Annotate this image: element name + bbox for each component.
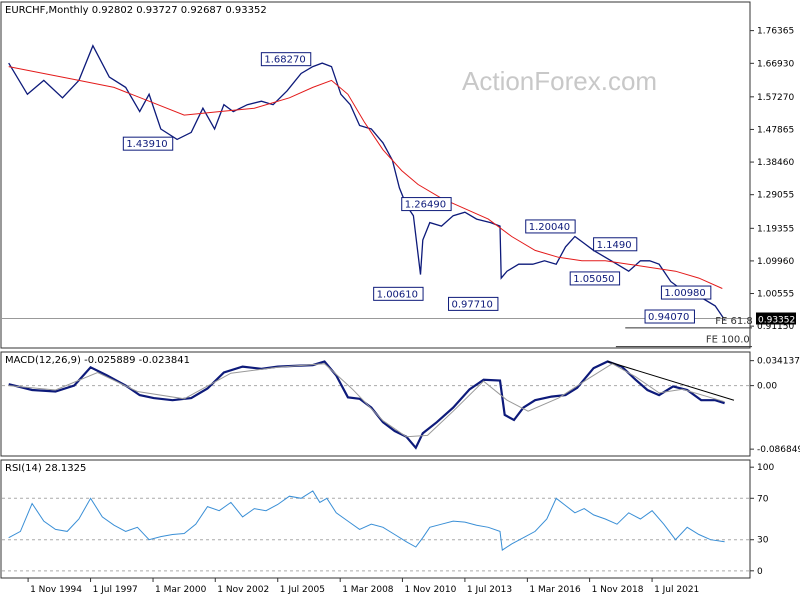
price-annotation: 1.68270 <box>264 55 305 66</box>
y-tick-label: 1.47865 <box>757 125 794 135</box>
x-tick-label: 1 Nov 1994 <box>30 585 82 595</box>
price-annotation-box <box>660 285 712 300</box>
price-panel-title: EURCHF,Monthly 0.92802 0.93727 0.92687 0… <box>5 5 267 16</box>
price-plot: 1.76365 1.66930 1.57270 1.47865 1.38460 1.290… <box>2 27 796 348</box>
price-annotation: 1.26490 <box>405 200 446 211</box>
price-annotation-box <box>122 136 174 151</box>
macd-panel-title: MACD(12,26,9) -0.025889 -0.023841 <box>5 355 190 366</box>
y-tick-label: 1.57270 <box>757 93 794 103</box>
macd-plot: 0.034137 0.00 -0.086849 <box>2 357 800 455</box>
price-annotation: 1.43910 <box>126 139 167 150</box>
price-annotation-box <box>401 197 452 212</box>
x-tick-label: 1 Jul 2021 <box>654 585 699 595</box>
x-tick-label: 1 Mar 2008 <box>342 585 394 595</box>
macd-panel[interactable] <box>0 351 751 457</box>
y-tick-label: 30 <box>757 536 769 546</box>
y-tick-label: 1.00555 <box>757 290 794 300</box>
series-line <box>8 490 725 551</box>
y-tick-label: -0.086849 <box>757 445 800 455</box>
y-tick-label: 1.76365 <box>757 27 794 37</box>
price-annotation-box <box>525 219 576 234</box>
rsi-plot: 100 70 30 0 <box>2 463 774 577</box>
series-line <box>8 363 725 438</box>
price-annotation-box <box>448 296 499 311</box>
price-annotation-box <box>260 52 312 67</box>
y-tick-label: 1.19355 <box>757 224 794 234</box>
price-annotation-box <box>593 237 638 252</box>
last-price-tag <box>756 312 796 325</box>
price-annotation: 1.20040 <box>529 222 570 233</box>
y-tick-label: 1.38460 <box>757 158 794 168</box>
rsi-panel-title: RSI(14) 28.1325 <box>5 463 86 474</box>
x-tick-label: 1 Mar 2016 <box>529 585 581 595</box>
y-tick-label: 1.29055 <box>757 191 794 201</box>
price-annotation: 1.00610 <box>377 289 418 300</box>
x-tick-label: 1 Nov 2010 <box>404 585 456 595</box>
price-annotation: 1.00980 <box>664 288 705 299</box>
price-annotation-box <box>373 286 424 301</box>
fe-level-label: FE 100.0 <box>706 335 750 346</box>
trendline <box>607 361 735 401</box>
y-tick-label: 0.91150 <box>757 322 794 332</box>
x-tick-label: 1 Mar 2000 <box>155 585 207 595</box>
fe-level-label: FE 61.8 <box>715 316 753 327</box>
price-annotation: 1.05050 <box>573 274 614 285</box>
x-tick-label: 1 Jul 1997 <box>93 585 138 595</box>
x-tick-label: 1 Jul 2005 <box>280 585 325 595</box>
price-annotation-box <box>644 309 695 324</box>
x-axis: 1 Nov 1994 1 Jul 1997 1 Mar 2000 1 Nov 2002… <box>27 578 699 595</box>
x-tick-label: 1 Nov 2002 <box>217 585 269 595</box>
last-price-label: 0.93352 <box>758 316 795 326</box>
y-tick-label: 0.00 <box>757 382 777 392</box>
price-annotation: 1.1490 <box>597 240 632 251</box>
y-tick-label: 100 <box>757 463 774 473</box>
y-tick-label: 70 <box>757 494 769 504</box>
y-tick-label: 1.09960 <box>757 257 794 267</box>
x-tick-label: 1 Jul 2013 <box>467 585 512 595</box>
watermark: ActionForex.com <box>462 66 657 96</box>
y-tick-label: 0 <box>757 567 763 577</box>
series-line <box>8 66 723 289</box>
y-tick-label: 0.034137 <box>757 357 800 367</box>
rsi-panel[interactable] <box>0 459 751 579</box>
x-tick-label: 1 Nov 2018 <box>592 585 644 595</box>
price-annotation: 0.97710 <box>452 299 493 310</box>
price-annotation-box <box>569 271 621 286</box>
price-annotation: 0.94070 <box>648 312 689 323</box>
y-tick-label: 1.66930 <box>757 59 794 69</box>
